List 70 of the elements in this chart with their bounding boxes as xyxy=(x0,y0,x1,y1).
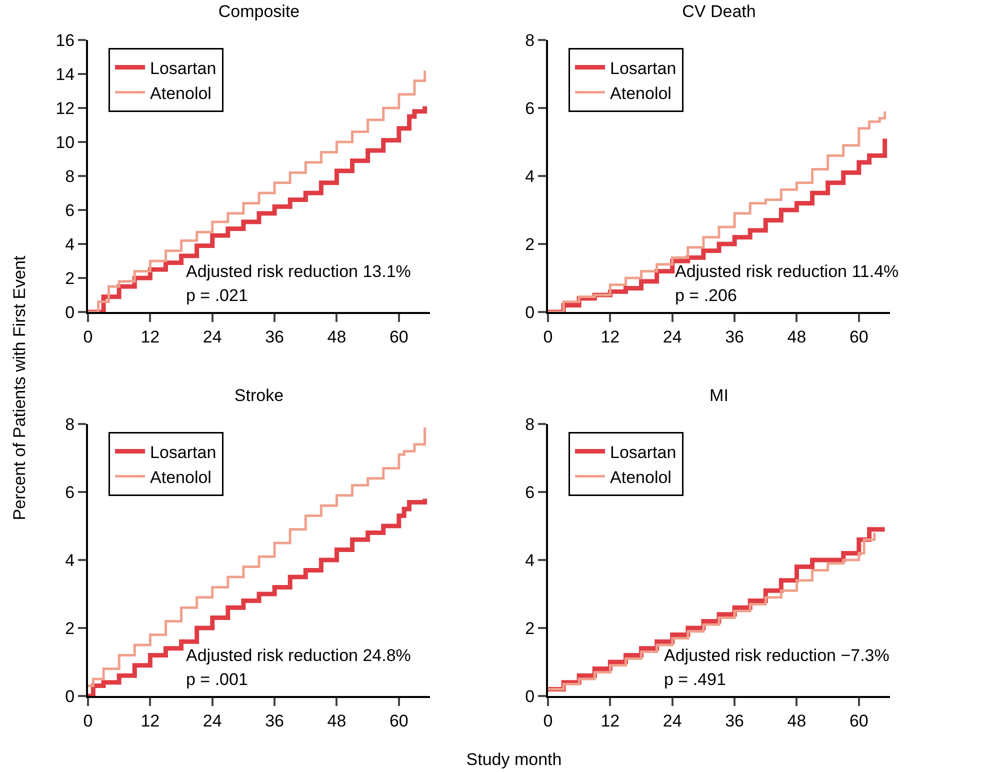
x-tick-label: 36 xyxy=(265,711,284,730)
chart-title: Composite xyxy=(218,2,300,22)
annotation: Adjusted risk reduction 13.1% xyxy=(186,262,411,281)
annotation: p = .491 xyxy=(664,670,726,689)
y-tick-label: 10 xyxy=(56,132,75,152)
y-tick-label: 4 xyxy=(525,166,535,186)
annotation: p = .021 xyxy=(186,286,248,305)
x-tick-label: 24 xyxy=(662,327,682,346)
y-axis-title: Percent of Patients with First Event xyxy=(10,256,30,520)
x-axis-title: Study month xyxy=(466,750,562,770)
y-tick-label: 4 xyxy=(525,550,535,570)
x-tick-label: 60 xyxy=(849,711,868,730)
y-tick-label: 6 xyxy=(65,200,75,220)
y-tick-label: 4 xyxy=(65,550,75,570)
y-tick-label: 16 xyxy=(56,30,75,50)
annotation: Adjusted risk reduction −7.3% xyxy=(664,646,890,665)
x-tick-label: 60 xyxy=(389,327,408,346)
x-tick-label: 12 xyxy=(140,711,160,730)
x-tick-label: 36 xyxy=(265,327,284,346)
x-tick-label: 48 xyxy=(327,327,346,346)
y-tick-label: 6 xyxy=(525,98,535,118)
x-tick-label: 36 xyxy=(725,327,744,346)
legend-label: Atenolol xyxy=(150,84,212,103)
y-tick-label: 8 xyxy=(525,414,535,434)
annotation: p = .206 xyxy=(675,286,737,305)
y-tick-label: 8 xyxy=(65,414,75,434)
y-tick-label: 8 xyxy=(525,30,535,50)
x-tick-label: 36 xyxy=(725,711,744,730)
legend-label: Losartan xyxy=(150,442,216,462)
legend-label: Atenolol xyxy=(610,468,672,487)
x-tick-label: 0 xyxy=(543,327,553,346)
y-tick-label: 2 xyxy=(65,618,75,638)
y-tick-label: 4 xyxy=(65,234,75,254)
x-tick-label: 24 xyxy=(202,711,222,730)
x-tick-label: 0 xyxy=(83,711,93,730)
annotation: Adjusted risk reduction 24.8% xyxy=(186,646,411,665)
legend-label: Atenolol xyxy=(150,468,212,487)
x-tick-label: 60 xyxy=(849,327,868,346)
legend-label: Losartan xyxy=(610,58,676,78)
annotation: p = .001 xyxy=(186,670,248,689)
y-tick-label: 8 xyxy=(65,166,75,186)
chart-title: CV Death xyxy=(682,2,756,22)
y-tick-label: 0 xyxy=(525,686,535,706)
x-tick-label: 48 xyxy=(327,711,346,730)
y-tick-label: 12 xyxy=(56,98,75,118)
x-tick-label: 24 xyxy=(202,327,222,346)
y-tick-label: 0 xyxy=(525,302,535,322)
y-tick-label: 14 xyxy=(56,64,75,84)
x-tick-label: 12 xyxy=(600,327,620,346)
y-tick-label: 0 xyxy=(65,686,75,706)
y-tick-label: 0 xyxy=(65,302,75,322)
chart-title: MI xyxy=(710,386,728,406)
x-tick-label: 60 xyxy=(389,711,408,730)
y-tick-label: 2 xyxy=(525,234,535,254)
x-tick-label: 0 xyxy=(83,327,93,346)
annotation: Adjusted risk reduction 11.4% xyxy=(675,262,899,281)
x-tick-label: 12 xyxy=(600,711,620,730)
y-tick-label: 6 xyxy=(65,482,75,502)
y-tick-label: 6 xyxy=(525,482,535,502)
x-tick-label: 0 xyxy=(543,711,553,730)
chart-title: Stroke xyxy=(234,386,284,406)
x-tick-label: 48 xyxy=(787,327,806,346)
legend-label: Losartan xyxy=(150,58,216,78)
legend-label: Losartan xyxy=(610,442,676,462)
legend-label: Atenolol xyxy=(610,84,672,103)
y-tick-label: 2 xyxy=(525,618,535,638)
x-tick-label: 48 xyxy=(787,711,806,730)
x-tick-label: 24 xyxy=(662,711,682,730)
x-tick-label: 12 xyxy=(140,327,160,346)
y-tick-label: 2 xyxy=(65,268,75,288)
